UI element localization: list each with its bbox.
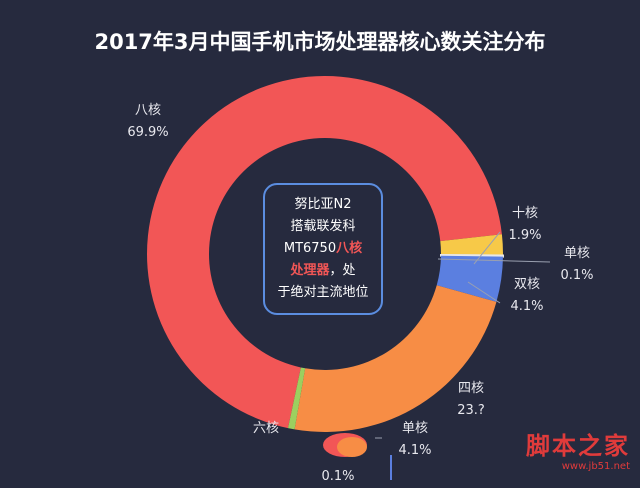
label-name: 六核 (252, 421, 279, 436)
chart-title: 2017年3月中国手机市场处理器核心数关注分布 (94, 30, 546, 54)
label-name: 十核 (511, 206, 538, 221)
leader-line (473, 231, 501, 265)
center-line: 努比亚N2 (294, 197, 352, 212)
center-line: 处理器，处 (265, 260, 381, 282)
center-text: ，处 (329, 263, 356, 278)
label-dual-core: 双核 4.1% (502, 274, 552, 318)
label-value: 4.1% (510, 299, 544, 314)
label-single-core: 单核 0.1% (552, 243, 602, 287)
highlight-text: 八核 (336, 241, 363, 256)
label-deca-core: 十核 1.9% (500, 203, 550, 247)
label-name: 单核 (563, 246, 590, 261)
label-quad-core: 四核 23.? (446, 378, 496, 414)
label-name: 双核 (513, 277, 540, 292)
center-line: MT6750八核 (265, 238, 381, 260)
center-annotation: 努比亚N2 搭载联发科 MT6750八核 处理器，处 于绝对主流地位 (263, 183, 383, 315)
highlight-text: 处理器 (290, 263, 330, 278)
label-name: 四核 (457, 381, 484, 396)
slice-四核 (294, 285, 497, 433)
artifact-label-2: 0.1% (318, 466, 358, 488)
watermark-logo: 脚本之家 www.jb51.net (526, 426, 630, 472)
label-name: 八核 (134, 103, 161, 118)
leader-line (467, 281, 501, 304)
label-hexa-core: 六核 (246, 418, 286, 440)
label-value: 0.1% (321, 469, 355, 484)
label-value: 1.9% (508, 228, 542, 243)
label-value: 23.? (457, 403, 485, 414)
slice-双核 (436, 255, 503, 302)
watermark-text: 脚本之家 (526, 431, 630, 460)
label-value: 0.1% (560, 268, 594, 283)
slice-十核 (440, 234, 503, 256)
center-text: MT6750 (283, 241, 337, 256)
artifact-label: 单核 4.1% (395, 418, 435, 462)
center-line: 搭载联发科 (290, 219, 356, 234)
watermark-url: www.jb51.net (561, 461, 630, 472)
label-name: 单核 (401, 421, 428, 436)
slice-六核 (287, 367, 306, 430)
label-value: 69.9% (127, 125, 169, 140)
label-octa-core: 八核 69.9% (118, 100, 178, 144)
center-line: 于绝对主流地位 (277, 285, 369, 300)
label-value: 4.1% (398, 443, 432, 458)
render-artifact (337, 437, 367, 457)
slice-八核 (146, 76, 502, 429)
leader-line (437, 258, 551, 263)
